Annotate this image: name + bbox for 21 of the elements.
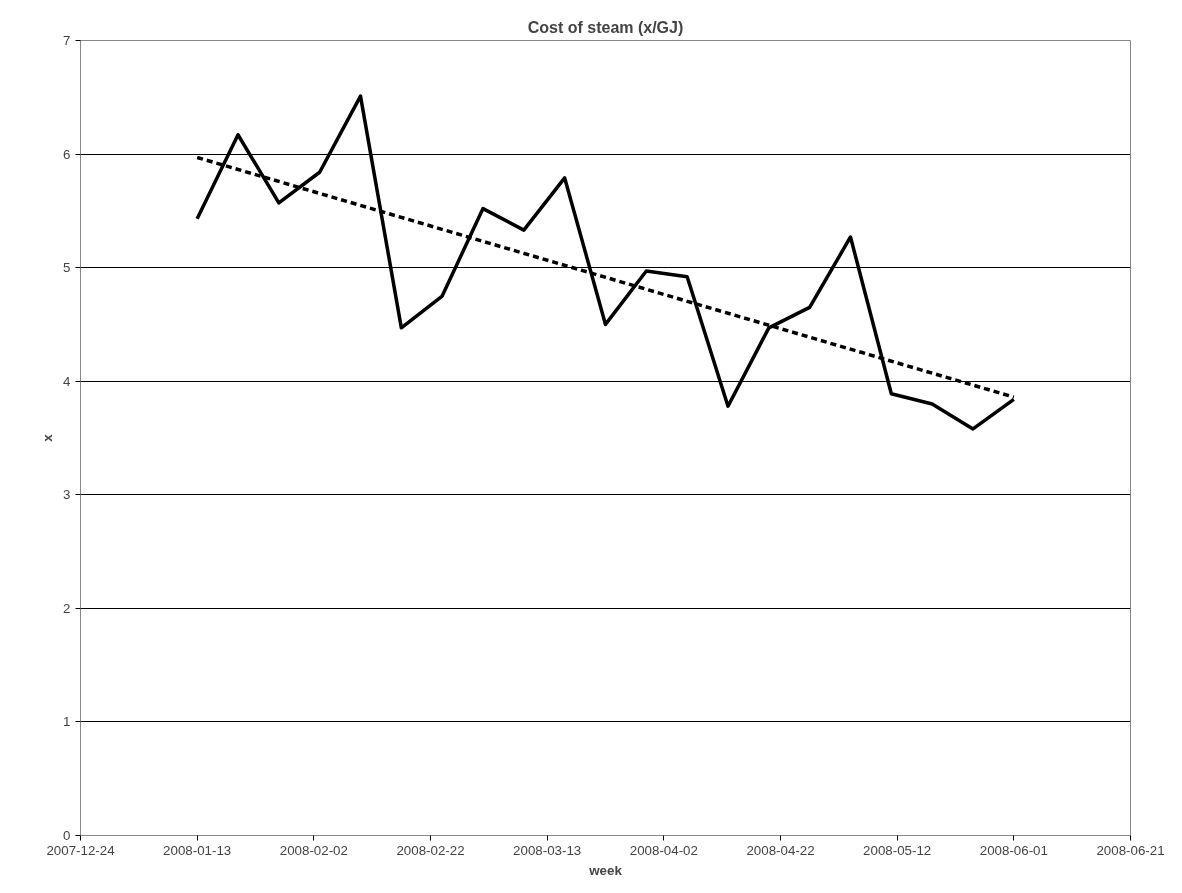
x-tick-label: 2008-02-02 <box>279 842 348 858</box>
x-tick-label: 2008-02-22 <box>396 842 465 858</box>
y-tick-label: 3 <box>63 487 71 503</box>
x-tick-label: 2008-06-01 <box>979 842 1048 858</box>
y-tick-label: 4 <box>63 373 72 389</box>
x-tick-label: 2008-05-12 <box>863 842 932 858</box>
y-tick-label: 1 <box>63 714 71 730</box>
x-tick-label: 2008-04-02 <box>629 842 698 858</box>
y-tick-label: 6 <box>63 146 71 162</box>
y-axis-title: x <box>40 433 56 442</box>
y-tick-label: 2 <box>63 600 71 616</box>
x-tick-label: 2007-12-24 <box>46 842 116 858</box>
x-axis-title: week <box>588 862 623 878</box>
y-tick-label: 7 <box>63 33 71 48</box>
chart-title: Cost of steam (x/GJ) <box>527 18 684 36</box>
x-tick-label: 2008-01-13 <box>163 842 232 858</box>
x-tick-label: 2008-06-21 <box>1096 842 1165 858</box>
y-tick-label: 5 <box>63 260 71 276</box>
x-tick-label: 2008-04-22 <box>746 842 815 858</box>
x-tick-label: 2008-03-13 <box>513 842 582 858</box>
y-tick-label: 0 <box>63 828 71 843</box>
